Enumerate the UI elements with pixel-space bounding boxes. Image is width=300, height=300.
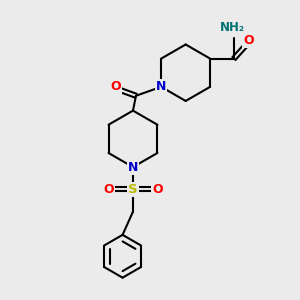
Text: O: O xyxy=(111,80,121,93)
Text: N: N xyxy=(128,160,138,174)
Text: O: O xyxy=(103,183,114,196)
Text: NH₂: NH₂ xyxy=(220,21,245,34)
Text: O: O xyxy=(243,34,254,47)
Text: O: O xyxy=(152,183,163,196)
Text: N: N xyxy=(156,80,166,93)
Text: S: S xyxy=(128,183,138,196)
